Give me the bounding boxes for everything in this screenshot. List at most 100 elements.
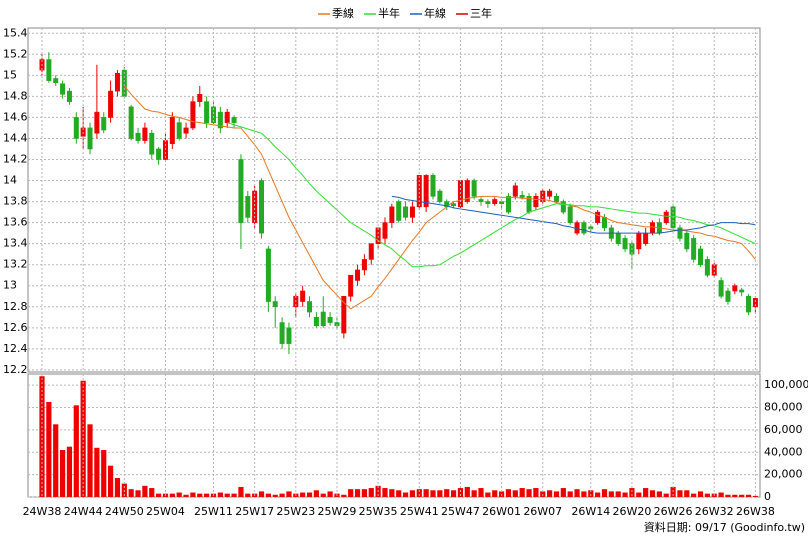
volume-bar (368, 488, 374, 497)
candle-body (128, 106, 134, 139)
volume-bar (354, 489, 361, 497)
y-tick-label: 13.6 (3, 216, 28, 229)
candle-body (307, 301, 313, 313)
candle-body (217, 111, 223, 129)
volume-bar (745, 494, 752, 497)
volume-panel (27, 373, 761, 498)
candle-body (238, 159, 244, 223)
volume-bar (402, 492, 409, 497)
volume-bar (396, 490, 402, 497)
y-tick-label: 12.4 (3, 342, 28, 355)
volume-bar (258, 491, 265, 497)
volume-bar (601, 489, 608, 497)
candle-body (615, 232, 621, 244)
volume-bar (464, 486, 470, 497)
volume-bar (320, 493, 326, 497)
volume-bar (519, 488, 525, 497)
volume-bar (224, 493, 230, 497)
volume-bar (114, 477, 121, 497)
y-tick-label: 13 (3, 279, 17, 292)
volume-bar (327, 491, 333, 497)
volume-bar (389, 489, 395, 497)
candle-body (416, 174, 422, 208)
candle-body (231, 117, 237, 123)
x-tick-label: 26W20 (612, 505, 651, 518)
candle-body (471, 180, 477, 197)
x-tick-label: 26W38 (736, 505, 775, 518)
volume-bar (526, 489, 532, 497)
candle-body (650, 222, 656, 234)
candle-body (595, 211, 601, 223)
volume-bar (553, 491, 560, 497)
volume-bar (190, 492, 196, 497)
volume-bar (704, 493, 710, 497)
candle-body (691, 238, 697, 260)
volume-bar (197, 493, 203, 497)
candle-body (149, 132, 155, 155)
x-tick-label: 26W07 (523, 505, 562, 518)
candle-body (204, 101, 210, 123)
legend-label: 半年 (378, 6, 400, 20)
candle-body (156, 148, 162, 160)
volume-bar (574, 489, 580, 497)
candle-body (704, 259, 710, 276)
volume-bar (59, 450, 66, 497)
candle-body (752, 298, 758, 308)
y-tick-label: 12.2 (3, 363, 28, 376)
volume-bar (697, 491, 704, 497)
candle-body (224, 111, 230, 123)
candle-body (519, 194, 525, 198)
candle-body (643, 232, 649, 244)
candle-body (505, 196, 511, 213)
volume-bar (135, 490, 141, 497)
candle-body (382, 222, 388, 239)
volume-bar (636, 492, 642, 497)
volume-bar (361, 489, 368, 497)
volume-bar (416, 489, 422, 497)
candle-body (94, 111, 100, 134)
volume-bar (272, 494, 278, 497)
candle-body (135, 132, 141, 141)
candle-body (684, 232, 690, 250)
candle-body (403, 206, 409, 218)
candle-body (718, 280, 724, 297)
volume-bar (533, 488, 539, 497)
candle-body (368, 243, 374, 260)
volume-bar (643, 488, 649, 497)
x-tick-label: 26W32 (695, 505, 734, 518)
legend-label: 季線 (332, 6, 354, 20)
volume-bar (265, 493, 271, 497)
legend-label: 三年 (470, 6, 492, 20)
volume-bar (457, 488, 464, 497)
candle-body (389, 206, 395, 223)
candle-body (485, 201, 491, 204)
candle-body (663, 211, 669, 223)
candle-body (348, 274, 354, 297)
candle-body (245, 196, 251, 218)
ma-line (391, 195, 756, 234)
volume-bar (245, 493, 251, 497)
volume-bar (732, 494, 738, 497)
legend-label: 年線 (424, 6, 446, 20)
x-tick-label: 25W35 (359, 505, 398, 518)
x-tick-label: 25W23 (276, 505, 315, 518)
volume-bar (300, 492, 306, 497)
x-tick-label: 25W47 (441, 505, 480, 518)
volume-bar (128, 489, 134, 497)
volume-bar (348, 489, 354, 497)
volume-bar (101, 450, 107, 497)
volume-bar (66, 446, 73, 497)
candle-body (265, 248, 271, 302)
volume-bar (409, 490, 416, 497)
volume-bar (53, 424, 59, 497)
candle-body (259, 180, 265, 234)
volume-bar (492, 490, 498, 497)
candle-body (746, 295, 752, 313)
volume-bar (581, 491, 587, 497)
volume-bar (382, 488, 388, 497)
candle-body (327, 316, 333, 323)
y-tick-label: 80,000 (764, 401, 803, 414)
candle-body (320, 311, 326, 327)
